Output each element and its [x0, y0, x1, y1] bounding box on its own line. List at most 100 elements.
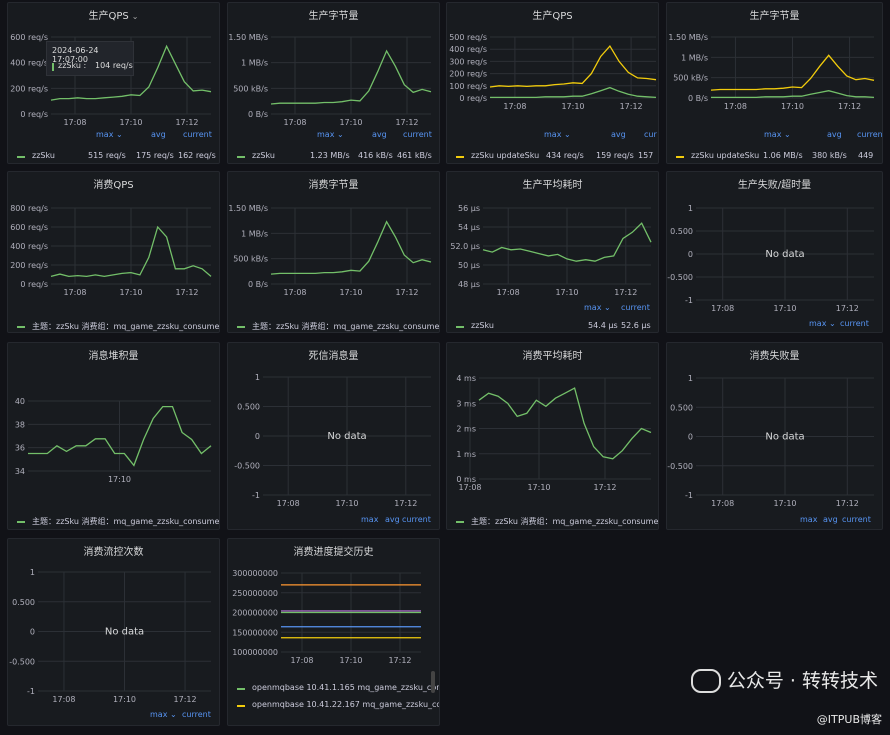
panel-title-text: 消费流控次数: [83, 547, 144, 558]
legend-row[interactable]: openmqbase 10.41.1.165 mq_game_zzsku_con…: [228, 683, 439, 697]
panel-title[interactable]: 生产失败/超时量: [667, 176, 882, 191]
panel-title[interactable]: 消费流控次数: [8, 543, 219, 558]
legend-header-max[interactable]: max: [800, 515, 818, 524]
y-tick-label: 0: [688, 433, 693, 442]
legend-header-max[interactable]: max: [361, 515, 379, 524]
panel-p9[interactable]: 消息堆积量 40 38 36 34 17:10 主题：zzSku 消费组：mq_game_z…: [7, 342, 220, 530]
legend-header-max[interactable]: max ⌄: [544, 130, 571, 139]
panel-title[interactable]: 生产字节量: [228, 7, 439, 22]
legend-series-name: zzSku: [252, 151, 275, 160]
plot-area[interactable]: 300000000 250000000 200000000 150000000 1000…: [228, 539, 440, 726]
panel-p13[interactable]: 消费流控次数 1 0.500 0 -0.500 -1 17:08 17:10 17:12 No d…: [7, 538, 220, 726]
y-tick-label: 150000000: [232, 628, 278, 637]
chevron-down-icon[interactable]: ⌄: [131, 12, 139, 21]
plot-area[interactable]: 1.50 MB/s 1 MB/s 500 kB/s 0 B/s 17:08 17:10 17…: [228, 172, 440, 333]
legend-header-current[interactable]: current: [183, 130, 212, 139]
panel-title[interactable]: 死信消息量: [228, 347, 439, 362]
panel-title[interactable]: 生产平均耗时: [447, 176, 658, 191]
plot-area[interactable]: 800 req/s 600 req/s 400 req/s 200 req/s 0 re…: [8, 172, 220, 333]
legend-header-max[interactable]: max ⌄: [764, 130, 791, 139]
panel-p5[interactable]: 消费QPS 800 req/s 600 req/s 400 req/s 200 req/…: [7, 171, 220, 333]
y-tick-label: 0.500: [670, 403, 693, 412]
legend-row[interactable]: openmqbase 10.41.22.167 mq_game_zzsku_co…: [228, 700, 439, 714]
x-tick-label: 17:10: [119, 288, 142, 297]
panel-title[interactable]: 生产QPS ⌄: [8, 7, 219, 22]
panel-title[interactable]: 消费进度提交历史: [228, 543, 439, 558]
legend-header-max[interactable]: max ⌄: [317, 130, 344, 139]
panel-p4[interactable]: 生产字节量 1.50 MB/s 1 MB/s 500 kB/s 0 B/s 17:08 17…: [666, 2, 883, 164]
legend-swatch: [456, 326, 464, 328]
legend-row[interactable]: 主题：zzSku 消费组：mq_game_zzsku_consumer_G: [8, 321, 219, 332]
panel-p14[interactable]: 消费进度提交历史 300000000 250000000 200000000 15000…: [227, 538, 440, 726]
panel-p11[interactable]: 消费平均耗时 4 ms 3 ms 2 ms 1 ms 0 ms 17:08 17:10 17:1…: [446, 342, 659, 530]
panel-p2[interactable]: 生产字节量 1.50 MB/s 1 MB/s 500 kB/s 0 B/s 17:08 17…: [227, 2, 440, 164]
y-tick-label: 400 req/s: [10, 242, 48, 251]
plot-area[interactable]: 1.50 MB/s 1 MB/s 500 kB/s 0 B/s 17:08 17:10 17…: [667, 3, 883, 164]
panel-title[interactable]: 消费平均耗时: [447, 347, 658, 362]
legend-scrollbar[interactable]: [431, 671, 435, 693]
panel-p3[interactable]: 生产QPS 500 req/s 400 req/s 300 req/s 200 req/…: [446, 2, 659, 164]
legend-header-max[interactable]: max ⌄: [584, 303, 611, 312]
legend-header-max[interactable]: max ⌄: [96, 130, 123, 139]
legend-header-current[interactable]: current: [840, 319, 869, 328]
legend-header-current[interactable]: current: [403, 130, 432, 139]
series-line: [50, 44, 212, 101]
panel-p8[interactable]: 生产失败/超时量 1 0.500 0 -0.500 -1 17:08 17:10 17:12 No…: [666, 171, 883, 333]
x-tick-label: 17:10: [108, 475, 131, 484]
plot-area[interactable]: 56 µs 54 µs 52.0 µs 50 µs 48 µs 17:08 17:10 17:…: [447, 172, 659, 333]
legend-swatch: [17, 326, 25, 328]
legend-row[interactable]: 主题：zzSku 消费组：mq_game_zzsku_consumer_G: [8, 516, 219, 529]
legend-header-avg[interactable]: avg: [372, 130, 387, 139]
plot-area[interactable]: 40 38 36 34 17:10: [8, 343, 220, 530]
x-tick-label: 17:12: [395, 288, 418, 297]
legend-value: 380 kB/s: [812, 151, 847, 160]
panel-p12[interactable]: 消费失败量 1 0.500 0 -0.500 -1 17:08 17:10 17:12 No da…: [666, 342, 883, 530]
plot-area[interactable]: 1.50 MB/s 1 MB/s 500 kB/s 0 B/s 17:08 17:10 17…: [228, 3, 440, 164]
plot-area[interactable]: 1 0.500 0 -0.500 -1 17:08 17:10 17:12 No data: [667, 172, 883, 333]
plot-area[interactable]: 1 0.500 0 -0.500 -1 17:08 17:10 17:12 No data: [228, 343, 440, 530]
y-tick-label: 200 req/s: [10, 261, 48, 270]
legend-header-max[interactable]: max ⌄: [809, 319, 836, 328]
series-line: [478, 387, 652, 460]
y-tick-label: 250000000: [232, 589, 278, 598]
legend-header-cur[interactable]: cur: [644, 130, 657, 139]
panel-title[interactable]: 生产QPS: [447, 7, 658, 22]
legend-header-avg[interactable]: avg: [827, 130, 842, 139]
plot-area[interactable]: 1 0.500 0 -0.500 -1 17:08 17:10 17:12 No data: [667, 343, 883, 530]
legend-row[interactable]: zzSku 515 req/s 175 req/s 162 req/s: [8, 151, 219, 163]
legend-row[interactable]: zzSku updateSku 434 req/s 159 req/s 157: [447, 151, 658, 163]
panel-title[interactable]: 生产字节量: [667, 7, 882, 22]
panel-p1[interactable]: 生产QPS ⌄ 600 req/s 400 req/s 200 req/s 0 req/s…: [7, 2, 220, 164]
legend-row[interactable]: zzSku 1.23 MB/s 416 kB/s 461 kB/s: [228, 151, 439, 163]
panel-title-text: 消费字节量: [308, 180, 359, 191]
x-tick-label: 17:12: [395, 118, 418, 127]
legend-row[interactable]: 主题：zzSku 消费组：mq_game_zzsku_consumer_G: [447, 516, 658, 529]
panel-title[interactable]: 消费失败量: [667, 347, 882, 362]
panel-title[interactable]: 消息堆积量: [8, 347, 219, 362]
legend-header-current[interactable]: current: [621, 303, 650, 312]
series-line: [50, 225, 212, 278]
panel-p7[interactable]: 生产平均耗时 56 µs 54 µs 52.0 µs 50 µs 48 µs 17:08 17…: [446, 171, 659, 333]
legend-row[interactable]: zzSku 54.4 µs 52.6 µs: [447, 321, 658, 332]
plot-area[interactable]: 1 0.500 0 -0.500 -1 17:08 17:10 17:12 No data: [8, 539, 220, 726]
legend-header-avg[interactable]: avg: [611, 130, 626, 139]
panel-title[interactable]: 消费QPS: [8, 176, 219, 191]
legend-header-current[interactable]: current: [842, 515, 871, 524]
panel-title[interactable]: 消费字节量: [228, 176, 439, 191]
plot-area[interactable]: 600 req/s 400 req/s 200 req/s 0 req/s 17:08 1…: [8, 3, 220, 164]
legend-row[interactable]: 主题：zzSku 消费组：mq_game_zzsku_consumer_G: [228, 321, 439, 332]
panel-p6[interactable]: 消费字节量 1.50 MB/s 1 MB/s 500 kB/s 0 B/s 17:08 17…: [227, 171, 440, 333]
legend-header-current[interactable]: current: [182, 710, 211, 719]
y-tick-label: 0 req/s: [20, 110, 48, 119]
legend-header-max[interactable]: max ⌄: [150, 710, 177, 719]
legend-header-avg[interactable]: avg: [151, 130, 166, 139]
legend-row[interactable]: zzSku updateSku 1.06 MB/s 380 kB/s 449: [667, 151, 882, 163]
panel-p10[interactable]: 死信消息量 1 0.500 0 -0.500 -1 17:08 17:10 17:12 No da…: [227, 342, 440, 530]
legend-header-avg[interactable]: avg: [823, 515, 838, 524]
legend-header-avg[interactable]: avg: [385, 515, 400, 524]
legend-header-current[interactable]: current: [857, 130, 883, 139]
y-tick-label: 0.500: [237, 403, 260, 412]
legend-header-current[interactable]: current: [402, 515, 431, 524]
plot-area[interactable]: 500 req/s 400 req/s 300 req/s 200 req/s 100 …: [447, 3, 659, 164]
